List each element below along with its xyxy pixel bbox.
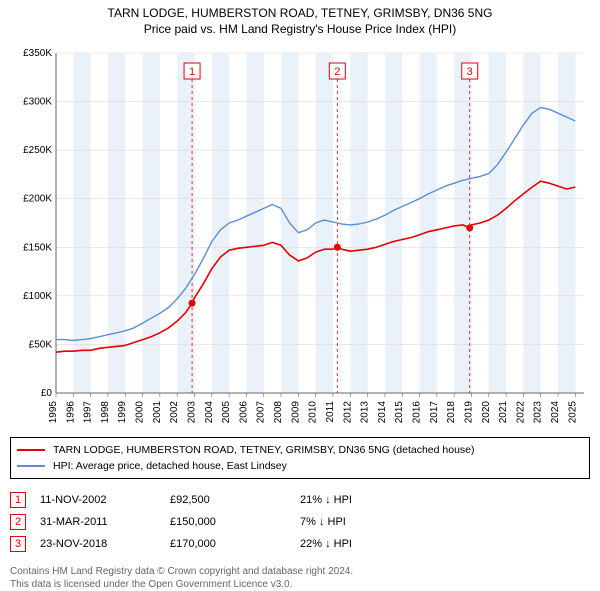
svg-text:2024: 2024 <box>550 401 561 424</box>
svg-text:2007: 2007 <box>256 401 267 424</box>
legend-swatch <box>17 465 45 467</box>
svg-text:2004: 2004 <box>204 401 215 424</box>
svg-text:2001: 2001 <box>152 401 163 424</box>
event-price: £170,000 <box>170 538 300 550</box>
event-date: 31-MAR-2011 <box>40 516 170 528</box>
svg-text:2003: 2003 <box>186 401 197 424</box>
svg-text:2012: 2012 <box>342 401 353 424</box>
footer-line2: This data is licensed under the Open Gov… <box>10 578 590 591</box>
events-table: 1 11-NOV-2002 £92,500 21% ↓ HPI 2 31-MAR… <box>10 489 590 555</box>
svg-text:2020: 2020 <box>481 401 492 424</box>
svg-text:2019: 2019 <box>463 401 474 424</box>
title-line2: Price paid vs. HM Land Registry's House … <box>10 22 590 38</box>
svg-text:1996: 1996 <box>65 401 76 424</box>
legend-row: TARN LODGE, HUMBERSTON ROAD, TETNEY, GRI… <box>17 442 583 458</box>
svg-text:£50K: £50K <box>29 340 53 351</box>
footer-line1: Contains HM Land Registry data © Crown c… <box>10 565 590 578</box>
svg-text:£0: £0 <box>41 388 53 399</box>
svg-text:1: 1 <box>189 66 195 78</box>
svg-text:2014: 2014 <box>377 401 388 424</box>
svg-text:£300K: £300K <box>23 97 52 108</box>
svg-text:2023: 2023 <box>533 401 544 424</box>
chart-title: TARN LODGE, HUMBERSTON ROAD, TETNEY, GRI… <box>10 6 590 37</box>
legend: TARN LODGE, HUMBERSTON ROAD, TETNEY, GRI… <box>10 437 590 479</box>
svg-text:2002: 2002 <box>169 401 180 424</box>
svg-text:£150K: £150K <box>23 242 52 253</box>
legend-label: TARN LODGE, HUMBERSTON ROAD, TETNEY, GRI… <box>53 444 475 456</box>
event-badge: 2 <box>10 514 26 530</box>
event-row: 1 11-NOV-2002 £92,500 21% ↓ HPI <box>10 489 590 511</box>
svg-text:2008: 2008 <box>273 401 284 424</box>
svg-text:2017: 2017 <box>429 401 440 424</box>
event-price: £92,500 <box>170 494 300 506</box>
chart-svg: £0 £50K £100K £150K £200K £250K £300K £350K 1995… <box>10 43 590 431</box>
legend-row: HPI: Average price, detached house, East… <box>17 458 583 474</box>
svg-text:2018: 2018 <box>446 401 457 424</box>
svg-text:2025: 2025 <box>567 401 578 424</box>
svg-text:1998: 1998 <box>100 401 111 424</box>
svg-text:£350K: £350K <box>23 48 52 59</box>
svg-text:2011: 2011 <box>325 401 336 423</box>
footer: Contains HM Land Registry data © Crown c… <box>10 565 590 591</box>
svg-text:2000: 2000 <box>135 401 146 424</box>
event-diff: 7% ↓ HPI <box>300 516 420 528</box>
svg-text:2016: 2016 <box>412 401 423 424</box>
event-price: £150,000 <box>170 516 300 528</box>
event-badge: 1 <box>10 492 26 508</box>
svg-text:2022: 2022 <box>515 401 526 424</box>
svg-text:3: 3 <box>467 66 473 78</box>
svg-text:2010: 2010 <box>308 401 319 424</box>
svg-text:1999: 1999 <box>117 401 128 424</box>
svg-text:2015: 2015 <box>394 401 405 424</box>
svg-text:2006: 2006 <box>238 401 249 424</box>
svg-text:£100K: £100K <box>23 291 52 302</box>
event-date: 23-NOV-2018 <box>40 538 170 550</box>
svg-text:£250K: £250K <box>23 145 52 156</box>
legend-label: HPI: Average price, detached house, East… <box>53 460 287 472</box>
svg-text:2021: 2021 <box>498 401 509 424</box>
event-diff: 21% ↓ HPI <box>300 494 420 506</box>
svg-text:2: 2 <box>334 66 340 78</box>
title-line1: TARN LODGE, HUMBERSTON ROAD, TETNEY, GRI… <box>10 6 590 22</box>
svg-text:£200K: £200K <box>23 194 52 205</box>
event-diff: 22% ↓ HPI <box>300 538 420 550</box>
event-badge: 3 <box>10 536 26 552</box>
legend-swatch <box>17 449 45 451</box>
svg-text:2009: 2009 <box>290 401 301 424</box>
svg-text:1997: 1997 <box>83 401 94 424</box>
svg-text:2005: 2005 <box>221 401 232 424</box>
svg-text:2013: 2013 <box>360 401 371 424</box>
event-row: 3 23-NOV-2018 £170,000 22% ↓ HPI <box>10 533 590 555</box>
svg-text:1995: 1995 <box>48 401 59 424</box>
event-date: 11-NOV-2002 <box>40 494 170 506</box>
chart: £0 £50K £100K £150K £200K £250K £300K £350K 1995… <box>10 43 590 431</box>
event-row: 2 31-MAR-2011 £150,000 7% ↓ HPI <box>10 511 590 533</box>
